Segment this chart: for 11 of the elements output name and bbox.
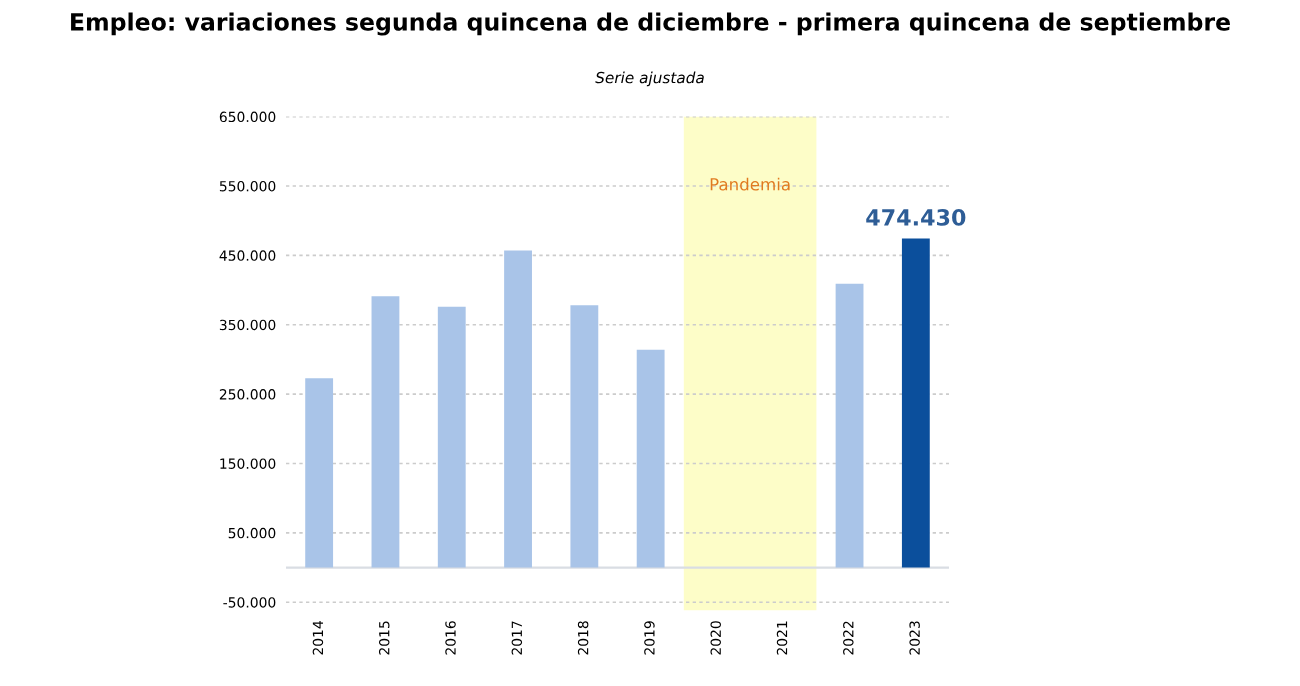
bar [835, 283, 864, 568]
bar [636, 349, 665, 568]
bar [570, 305, 599, 568]
bar [305, 378, 334, 568]
bar [901, 238, 930, 568]
band-label: Pandemia [710, 177, 790, 191]
bar [437, 306, 466, 568]
data-label: 474.430 [866, 208, 966, 226]
bar [504, 250, 532, 568]
chart-title: Empleo: variaciones segunda quincena de diciembre - primera quincena de septiembre [71, 12, 1230, 36]
bar [371, 296, 400, 568]
